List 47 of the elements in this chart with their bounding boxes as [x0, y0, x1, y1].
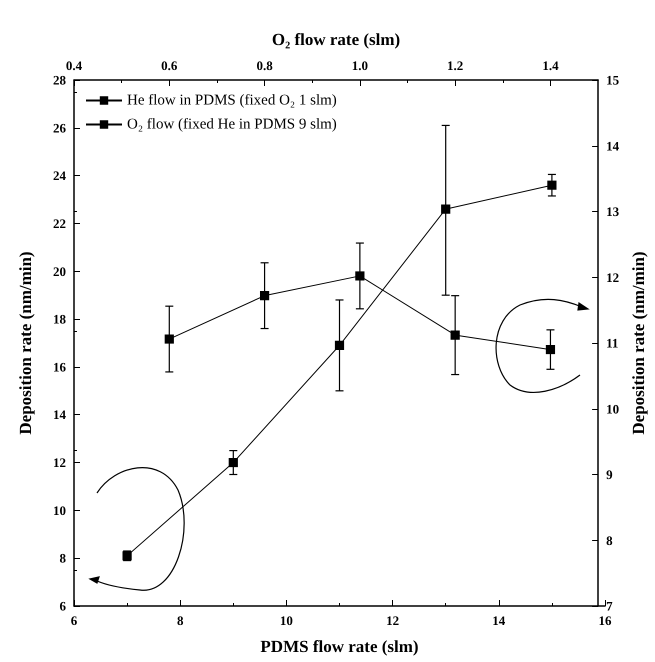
- point: [164, 334, 174, 344]
- y-tick-label: 8: [60, 550, 66, 566]
- y-tick-label: 12: [606, 270, 620, 285]
- y-tick-label: 7: [606, 598, 614, 614]
- x-tick-label: 0.4: [66, 58, 83, 73]
- legend-label: O₂ flow (fixed He in PDMS 9 slm): [127, 116, 337, 132]
- y-tick-label: 11: [606, 336, 618, 350]
- y-tick-label: 10: [606, 401, 620, 416]
- y-tick-label: 18: [53, 312, 66, 327]
- x-tick-label: 12: [386, 613, 400, 628]
- y-axis-title: Deposition rate (nm/min): [629, 251, 648, 435]
- y-tick-label: 26: [53, 120, 66, 136]
- x-tick-label: 1.0: [352, 58, 368, 73]
- x-axis-title: O₂ flow rate (slm): [272, 30, 400, 49]
- x-tick-label: 6: [70, 613, 78, 628]
- x-tick-label: 8: [176, 613, 184, 628]
- y-tick-label: 14: [606, 138, 620, 154]
- point: [450, 330, 460, 340]
- y-tick-label: 13: [606, 204, 620, 219]
- y-tick-label: 6: [60, 598, 66, 614]
- y-tick-label: 12: [53, 455, 66, 470]
- x-tick-label: 1.2: [447, 58, 464, 73]
- point: [355, 271, 364, 281]
- y-tick-label: 10: [53, 502, 66, 518]
- x-axis-title: PDMS flow rate (slm): [260, 637, 419, 656]
- x-tick-label: 1.4: [542, 58, 560, 73]
- point: [547, 180, 556, 190]
- y-tick-label: 9: [606, 467, 614, 482]
- point: [441, 204, 450, 214]
- x-tick-label: 10: [280, 613, 293, 628]
- point: [334, 340, 344, 350]
- point: [546, 344, 556, 354]
- x-tick-label: 0.8: [256, 58, 274, 73]
- y-tick-label: 20: [53, 264, 66, 279]
- y-tick-label: 24: [53, 168, 66, 184]
- y-tick-label: 8: [606, 532, 614, 548]
- point: [228, 458, 238, 468]
- point: [260, 291, 270, 300]
- y-tick-label: 14: [53, 407, 66, 422]
- y-tick-label: 16: [53, 359, 66, 374]
- y-tick-label: 15: [606, 72, 620, 88]
- x-tick-label: 14: [492, 613, 506, 628]
- y-tick-label: 28: [53, 72, 66, 88]
- y-tick-label: 22: [53, 216, 66, 231]
- y-axis-title: Deposition rate (nm/min): [16, 251, 35, 435]
- x-tick-label: 0.6: [161, 58, 178, 73]
- legend-label: He flow in PDMS (fixed O₂ 1 slm): [127, 92, 337, 108]
